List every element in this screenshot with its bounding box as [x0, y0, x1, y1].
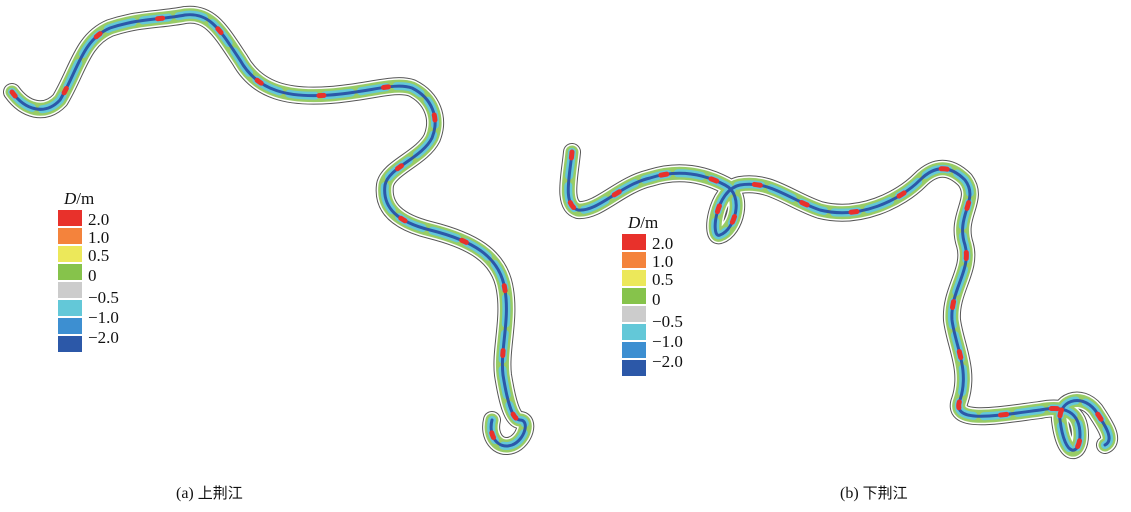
- legend-label: −0.5: [652, 312, 683, 331]
- river-map-lower-jingjiang: [559, 143, 1119, 460]
- caption-upper: (a) 上荆江: [176, 484, 243, 502]
- legend-label: 2.0: [652, 234, 674, 253]
- legend-swatch: [622, 270, 646, 286]
- legend-swatch: [622, 234, 646, 250]
- legend-label: 0: [88, 266, 97, 285]
- river-map-upper-jingjiang: [3, 5, 535, 455]
- map-panel-upper-jingjiang: D/m 2.0 1.0 0.5 0 −0.5 −1.0 −2.0 (a) 上荆江: [0, 0, 560, 512]
- legend-label: 2.0: [88, 210, 110, 229]
- legend-swatch: [622, 342, 646, 358]
- legend-swatch: [58, 300, 82, 316]
- legend-swatch: [622, 252, 646, 268]
- legend-label: 0: [652, 290, 661, 309]
- legend-label: −1.0: [88, 308, 119, 327]
- legend-label: −1.0: [652, 332, 683, 351]
- legend-title: D/m: [64, 189, 95, 208]
- caption-lower: (b) 下荆江: [840, 484, 908, 502]
- legend-swatch: [58, 246, 82, 262]
- legend-label: 1.0: [652, 252, 674, 271]
- legend-swatch: [58, 336, 82, 352]
- legend-label: 0.5: [652, 270, 674, 289]
- legend-swatch: [622, 324, 646, 340]
- legend-swatch: [622, 288, 646, 304]
- legend-label: −0.5: [88, 288, 119, 307]
- legend-swatch: [622, 306, 646, 322]
- legend-swatch: [58, 210, 82, 226]
- legend-swatch: [58, 282, 82, 298]
- legend-swatch: [58, 318, 82, 334]
- legend: D/m 2.0 1.0 0.5 0 −0.5 −1.0 −2.0: [58, 189, 119, 354]
- legend-label: 0.5: [88, 246, 110, 265]
- legend-swatch: [622, 360, 646, 376]
- legend-label: −2.0: [88, 328, 119, 347]
- legend-label: 1.0: [88, 228, 110, 247]
- map-panel-lower-jingjiang: D/m 2.0 1.0 0.5 0 −0.5 −1.0 −2.0 (b) 下荆江: [540, 0, 1131, 512]
- river-thalweg: [10, 13, 527, 448]
- legend-label: −2.0: [652, 352, 683, 371]
- legend-swatch: [58, 264, 82, 280]
- legend-title: D/m: [628, 213, 659, 232]
- legend-swatch: [58, 228, 82, 244]
- legend: D/m 2.0 1.0 0.5 0 −0.5 −1.0 −2.0: [622, 213, 683, 378]
- river-thalweg: [566, 150, 1111, 452]
